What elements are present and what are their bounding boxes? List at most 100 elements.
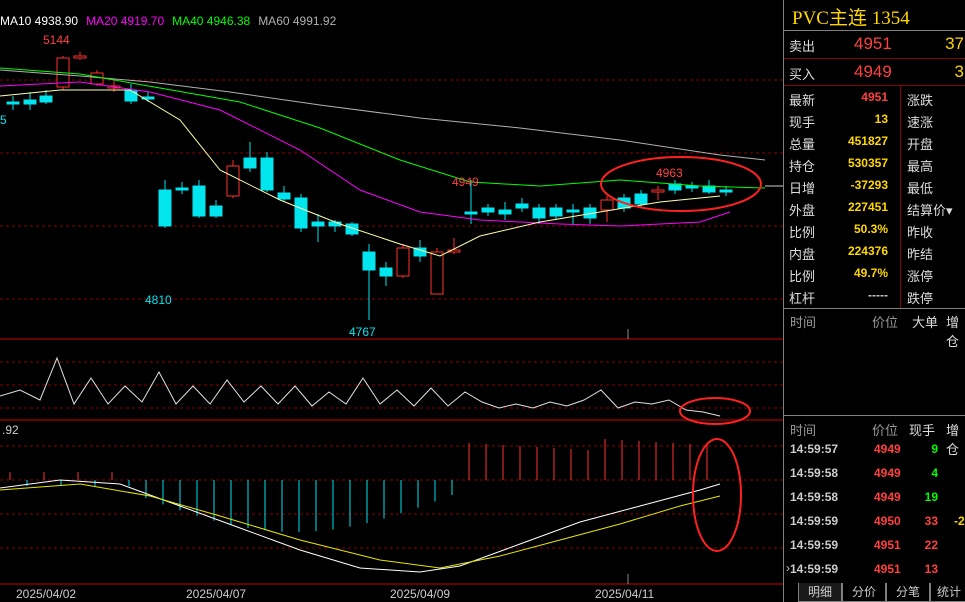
candle-body [651, 189, 665, 193]
candle-body [260, 157, 274, 191]
candle-body [379, 267, 393, 277]
stat-row: 最新 4951 涨跌 [784, 87, 965, 109]
scroll-arrow-icon[interactable]: › [786, 561, 790, 575]
candle-body [277, 192, 291, 200]
tick-price: 4949 [874, 442, 901, 456]
annotation-circle [600, 156, 762, 212]
candle-body [158, 189, 172, 227]
bid-volume: 3 [954, 62, 964, 81]
tick-row[interactable]: 14:59:59 4951 22 [784, 534, 965, 558]
col-big-order: 大单 [912, 315, 939, 330]
candle-body [226, 165, 240, 197]
stat-label-2: 跌停 [907, 291, 934, 306]
col-hand: 现手 [909, 423, 936, 438]
candle-body [549, 207, 563, 217]
tick-price: 4951 [874, 538, 901, 552]
tab-detail[interactable]: 明细 [798, 583, 842, 602]
stat-value: 13 [874, 112, 888, 126]
tick-row[interactable]: 14:59:58 4949 4 [784, 462, 965, 486]
tick-row[interactable]: 14:59:59 4951 13 [784, 558, 965, 582]
stat-label: 现手 [789, 115, 816, 130]
ma40-label: MA40 4946.38 [172, 14, 251, 28]
ma60-label: MA60 4991.92 [258, 14, 337, 28]
stat-label: 总量 [789, 137, 816, 152]
tab-price-distribution[interactable]: 分价 [842, 583, 886, 602]
date-label: 2025/04/11 [595, 587, 655, 601]
ma-legend: MA10 4938.90 MA20 4919.70 MA40 4946.38 MA60… [0, 14, 344, 28]
candle-body [209, 205, 223, 217]
candle-body [345, 223, 359, 235]
kline-chart-area[interactable]: MA10 4938.90 MA20 4919.70 MA40 4946.38 MA60… [0, 0, 783, 602]
col-increase: 增仓 [946, 315, 960, 349]
date-label: 2025/04/02 [16, 587, 77, 601]
stat-label: 最新 [789, 93, 816, 108]
stat-label: 日增 [789, 181, 816, 196]
candle-body [566, 209, 580, 213]
tab-trades[interactable]: 分笔 [886, 583, 930, 602]
ma10-label: MA10 4938.90 [0, 14, 79, 28]
candle-body [23, 99, 37, 105]
tick-time: 14:59:58 [790, 490, 839, 504]
stat-row: 杠杆 ----- 跌停 [784, 285, 965, 307]
tick-row[interactable]: 14:59:58 4949 19 [784, 486, 965, 510]
stat-value: 451827 [847, 134, 888, 148]
kline-chart[interactable] [0, 0, 783, 602]
date-label: 2025/04/09 [390, 587, 451, 601]
tick-row[interactable]: 14:59:57 4949 9 [784, 438, 965, 462]
tick-row[interactable]: 14:59:59 4950 33 -2 [784, 510, 965, 534]
stat-row: 现手 13 速涨 [784, 109, 965, 131]
stat-row: 外盘 227451 结算价▾ [784, 197, 965, 219]
stat-value: ----- [868, 288, 888, 302]
candle-body [6, 101, 20, 105]
col-price: 价位 [872, 315, 899, 330]
date-label: 2025/04/07 [186, 587, 247, 601]
detail-tabs: 明细 分价 分笔 统计 [784, 583, 965, 602]
stat-row: 持仓 530357 最高 [784, 153, 965, 175]
ma20-label: MA20 4919.70 [86, 14, 165, 28]
date-axis: 2025/04/02 2025/04/07 2025/04/09 2025/04… [0, 584, 783, 602]
stat-row: 总量 451827 开盘 [784, 131, 965, 153]
low-price-label-2: 4767 [349, 325, 376, 339]
candle-body [396, 247, 410, 277]
tick-price: 4949 [874, 490, 901, 504]
candle-body [532, 207, 546, 219]
stat-label-2: 结算价▾ [907, 203, 953, 218]
annotation-circle [692, 438, 742, 552]
stat-label-2: 速涨 [907, 115, 934, 130]
tick-time: 14:59:57 [790, 442, 839, 456]
candle-body [141, 96, 155, 100]
stat-label: 比例 [789, 225, 816, 240]
tick-hand: 9 [931, 442, 938, 456]
stat-value: 50.3% [853, 222, 888, 236]
dea-line [0, 483, 721, 569]
ask-volume: 37 [945, 34, 964, 53]
stat-label: 内盘 [789, 247, 816, 262]
stat-label-2: 开盘 [907, 137, 934, 152]
stat-row: 比例 49.7% 涨停 [784, 263, 965, 285]
macd-indicator-label: .92 [2, 423, 19, 437]
candle-body [73, 55, 87, 59]
ask-price: 4951 [854, 34, 892, 53]
bid-row[interactable]: 买入 4949 3 [784, 59, 965, 85]
candle-body [447, 249, 461, 253]
candle-body [175, 187, 189, 191]
candle-body [243, 157, 257, 169]
high-price-label: 5144 [43, 33, 70, 47]
ma40-line [0, 67, 766, 189]
ma20-line [0, 81, 731, 227]
big-order-header: 时间 价位 大单 增仓 [784, 310, 965, 349]
col-time: 时间 [790, 423, 817, 438]
stat-row: 内盘 224376 昨结 [784, 241, 965, 263]
candle-body [90, 72, 104, 85]
tick-time: 14:59:59 [790, 562, 839, 576]
ask-row[interactable]: 卖出 4951 37 [784, 31, 965, 57]
tick-time: 14:59:58 [790, 466, 839, 480]
candle-body [719, 189, 733, 193]
tick-time: 14:59:59 [790, 514, 839, 528]
oscillator-line [0, 356, 721, 417]
tick-price: 4951 [874, 562, 901, 576]
tick-hand: 4 [931, 466, 938, 480]
tab-statistics[interactable]: 统计 [930, 583, 965, 602]
col-time: 时间 [790, 315, 817, 330]
candle-body [464, 211, 478, 215]
